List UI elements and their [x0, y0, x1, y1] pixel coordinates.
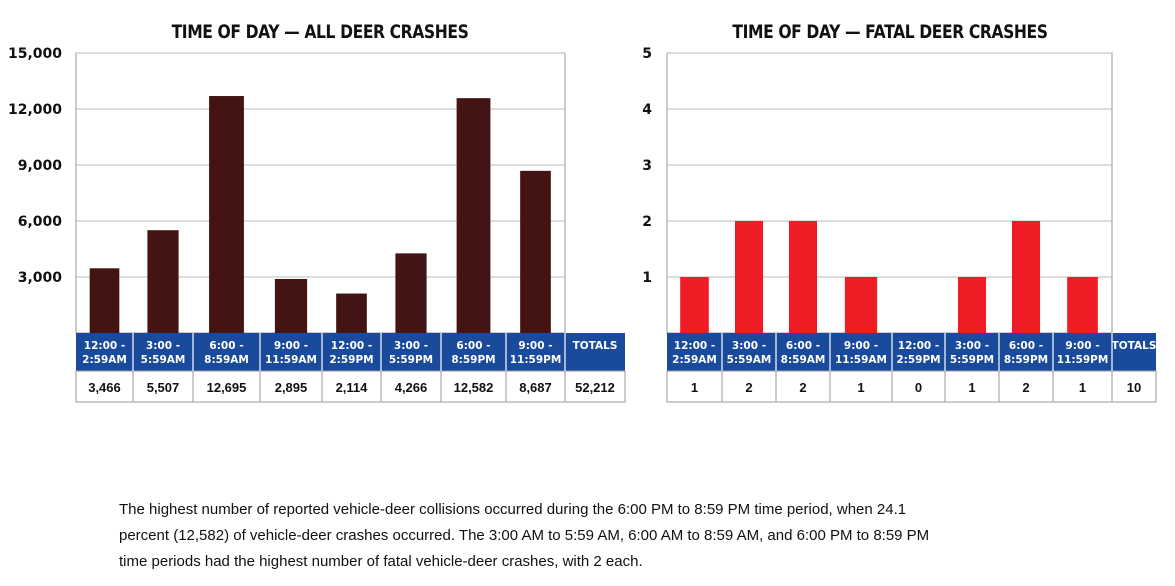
all-category-label: 6:00 -: [456, 340, 490, 352]
fatal-data-label: 0: [915, 380, 922, 395]
all-data-label: 8,687: [519, 380, 552, 395]
all-category-label: 5:59AM: [141, 354, 186, 366]
all-bar: [336, 293, 367, 333]
fatal-category-label: 5:59AM: [727, 354, 772, 366]
all-totals-value: 52,212: [575, 380, 615, 395]
all-bar: [520, 170, 551, 333]
all-category-label: 12:00 -: [331, 340, 372, 352]
fatal-category-label: 9:00 -: [1065, 340, 1099, 352]
fatal-bar: [844, 277, 878, 333]
fatal-category-label: 8:59PM: [1004, 354, 1048, 366]
fatal-data-label: 1: [968, 380, 975, 395]
fatal-bar: [788, 221, 818, 333]
fatal-data-label: 2: [799, 380, 806, 395]
all-data-label: 12,582: [454, 380, 494, 395]
fatal-category-label: 2:59PM: [896, 354, 940, 366]
fatal-category-label: 5:59PM: [950, 354, 994, 366]
all-bar: [89, 268, 120, 333]
fatal-category-label: 11:59AM: [835, 354, 887, 366]
fatal-category-label: 6:00 -: [1009, 340, 1043, 352]
all-category-label: 2:59PM: [329, 354, 373, 366]
fatal-data-label: 2: [1022, 380, 1029, 395]
all-y-tick-label: 12,000: [8, 102, 62, 118]
all-data-label: 4,266: [395, 380, 428, 395]
fatal-table-values-row: [666, 370, 1157, 403]
fatal-category-label: 12:00 -: [898, 340, 939, 352]
fatal-y-tick-label: 2: [642, 214, 652, 230]
fatal-bar: [1067, 277, 1098, 333]
all-data-label: 5,507: [147, 380, 180, 395]
fatal-category-label: 8:59AM: [781, 354, 826, 366]
all-category-label: 11:59PM: [510, 354, 562, 366]
fatal-plot-border: [666, 52, 1113, 334]
caption: The highest number of reported vehicle-d…: [119, 497, 1039, 575]
all-bar: [147, 230, 179, 333]
all-category-label: 9:00 -: [518, 340, 552, 352]
fatal-data-label: 1: [691, 380, 698, 395]
fatal-y-tick-label: 5: [642, 46, 652, 62]
fatal-data-label: 1: [857, 380, 864, 395]
fatal-category-label: 11:59PM: [1057, 354, 1109, 366]
fatal-category-label: 3:00 -: [955, 340, 989, 352]
all-bar: [209, 96, 244, 333]
all-category-label: 3:00 -: [146, 340, 180, 352]
all-category-label: 9:00 -: [274, 340, 308, 352]
all-table-header: [76, 333, 625, 371]
all-totals-header: TOTALS: [573, 340, 618, 352]
all-category-label: 8:59AM: [204, 354, 249, 366]
all-y-tick-label: 6,000: [18, 214, 63, 230]
all-category-label: 2:59AM: [82, 354, 127, 366]
caption-line-2: percent (12,582) of vehicle-deer crashes…: [119, 527, 930, 544]
fatal-data-label: 2: [745, 380, 752, 395]
all-crashes-chart-title: TIME OF DAY — ALL DEER CRASHES: [171, 21, 469, 43]
fatal-table-header: [667, 333, 1156, 371]
fatal-totals-header: TOTALS: [1112, 340, 1157, 352]
fatal-category-label: 2:59AM: [672, 354, 717, 366]
fatal-y-tick-label: 4: [642, 102, 652, 118]
all-y-tick-label: 15,000: [8, 46, 62, 62]
all-category-label: 11:59AM: [265, 354, 317, 366]
fatal-category-label: 12:00 -: [674, 340, 715, 352]
all-data-label: 2,114: [336, 380, 369, 395]
fatal-bar: [680, 277, 709, 333]
fatal-bar: [1011, 221, 1041, 333]
fatal-category-label: 3:00 -: [732, 340, 766, 352]
fatal-crashes-chart-title: TIME OF DAY — FATAL DEER CRASHES: [732, 21, 1048, 43]
all-y-tick-label: 3,000: [18, 270, 63, 286]
charts-canvas: 3,000 6,000 9,000 12,000 15,000 12:00 - 2:59AM…: [8, 46, 1157, 403]
all-table-values-row: [75, 370, 626, 403]
all-y-tick-label: 9,000: [18, 158, 63, 174]
all-category-label: 6:00 -: [209, 340, 243, 352]
caption-line-1: The highest number of reported vehicle-d…: [119, 501, 907, 518]
all-bar: [395, 253, 427, 333]
caption-line-3: time periods had the highest number of f…: [119, 553, 643, 570]
all-category-label: 12:00 -: [84, 340, 125, 352]
all-category-label: 5:59PM: [389, 354, 433, 366]
all-data-label: 3,466: [88, 380, 121, 395]
fatal-category-label: 6:00 -: [786, 340, 820, 352]
all-category-label: 3:00 -: [394, 340, 428, 352]
all-bar: [274, 278, 308, 333]
fatal-y-tick-label: 3: [642, 158, 652, 174]
all-data-label: 12,695: [207, 380, 247, 395]
fatal-bar: [957, 277, 987, 333]
fatal-data-label: 1: [1079, 380, 1086, 395]
fatal-bar: [734, 221, 764, 333]
all-bar: [456, 98, 491, 333]
fatal-y-tick-label: 1: [642, 270, 652, 286]
all-category-label: 8:59PM: [451, 354, 495, 366]
all-data-label: 2,895: [275, 380, 308, 395]
fatal-category-label: 9:00 -: [844, 340, 878, 352]
fatal-totals-value: 10: [1127, 380, 1141, 395]
